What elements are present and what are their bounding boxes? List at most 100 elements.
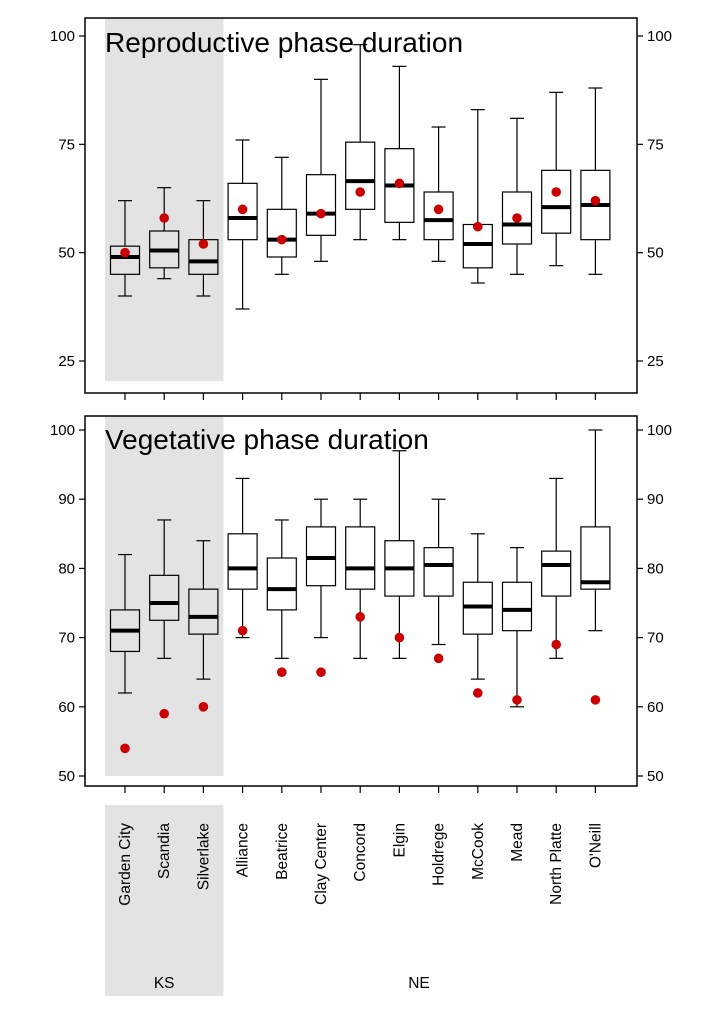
observed-point (355, 187, 366, 197)
box-iqr (580, 526, 611, 590)
observed-point (159, 708, 169, 719)
box-elgin (384, 450, 415, 659)
observed-point (159, 213, 169, 223)
observed-point (120, 247, 130, 258)
shade-layer (105, 18, 224, 996)
observed-point (551, 187, 561, 197)
box-north-platte (541, 91, 572, 267)
box-garden-city (109, 200, 141, 297)
box-iqr (541, 169, 572, 234)
plot-frame (84, 17, 638, 394)
observed-point (198, 702, 209, 712)
state-label-ne: NE (408, 975, 430, 992)
observed-point (551, 639, 561, 650)
observed-point (590, 695, 601, 705)
observed-point (512, 695, 522, 705)
box-garden-city (109, 553, 141, 754)
observed-point (316, 208, 326, 219)
y-tick-label-right: 75 (647, 136, 664, 153)
box-iqr (541, 550, 572, 597)
box-iqr (501, 581, 533, 632)
site-labels: Garden City Scandia Silverlake Alliance Beat… (117, 823, 604, 906)
y-tick-label-right: 70 (647, 630, 664, 647)
site-label-mead: Mead (509, 823, 526, 862)
site-label-o-neill: O'Neill (587, 823, 604, 868)
box-iqr (188, 588, 219, 635)
observed-point (473, 688, 483, 698)
box-concord (345, 44, 376, 241)
box-silverlake (188, 540, 219, 712)
site-label-garden-city: Garden City (117, 823, 134, 906)
box-scandia (149, 187, 180, 280)
box-mccook (462, 533, 493, 698)
y-tick-label-right: 25 (647, 353, 664, 370)
y-tick-label-right: 50 (647, 245, 664, 262)
observed-point (473, 221, 483, 232)
shaded-region-ks-labels (105, 805, 224, 996)
y-tick-label-left: 80 (58, 560, 75, 577)
y-tick-label-right: 100 (647, 28, 672, 45)
panel-title: Reproductive phase duration (105, 27, 463, 58)
observed-point (433, 653, 444, 664)
y-tick-label-left: 50 (58, 245, 75, 262)
site-label-alliance: Alliance (235, 823, 252, 877)
box-o-neill (580, 87, 611, 275)
observed-point (355, 612, 366, 622)
box-mead (501, 117, 533, 275)
box-alliance (227, 139, 258, 310)
box-holdrege (423, 498, 454, 664)
y-tick-label-left: 100 (50, 28, 75, 45)
observed-point (316, 667, 326, 677)
box-clay-center (305, 498, 337, 677)
panel-title: Vegetative phase duration (105, 424, 429, 455)
state-labels: KS NE (154, 975, 430, 992)
box-iqr (266, 557, 297, 611)
box-iqr (109, 245, 141, 275)
observed-point (394, 632, 405, 643)
y-tick-label-left: 90 (58, 491, 75, 508)
box-iqr (423, 191, 454, 241)
y-tick-label-left: 60 (58, 699, 75, 716)
observed-point (120, 743, 130, 754)
box-clay-center (305, 78, 337, 262)
box-iqr (501, 191, 533, 245)
observed-point (277, 667, 287, 677)
observed-point (433, 204, 444, 215)
site-label-clay-center: Clay Center (313, 823, 330, 905)
box-iqr (423, 547, 454, 597)
box-iqr (227, 533, 258, 590)
site-label-elgin: Elgin (391, 823, 408, 857)
y-tick-label-left: 75 (58, 136, 75, 153)
shaded-region-ks-panel-1 (105, 416, 224, 776)
box-beatrice (266, 156, 297, 275)
observed-point (198, 239, 209, 249)
box-mead (501, 547, 533, 708)
vegetative-panel: Vegetative phase duration 50 50 60 60 70 70 80 8… (50, 415, 672, 793)
box-iqr (227, 182, 258, 241)
box-concord (345, 498, 376, 659)
box-holdrege (423, 126, 454, 262)
site-label-silverlake: Silverlake (195, 823, 212, 890)
y-tick-label-right: 100 (647, 422, 672, 439)
site-label-holdrege: Holdrege (431, 823, 448, 886)
observed-point (237, 204, 248, 215)
box-iqr (266, 208, 297, 258)
y-tick-label-left: 25 (58, 353, 75, 370)
y-tick-label-right: 90 (647, 491, 664, 508)
site-label-beatrice: Beatrice (274, 823, 291, 880)
box-iqr (149, 574, 180, 621)
site-label-north-platte: North Platte (548, 823, 565, 905)
site-label-scandia: Scandia (156, 823, 173, 879)
box-beatrice (266, 519, 297, 677)
y-tick-label-left: 70 (58, 630, 75, 647)
box-north-platte (541, 477, 572, 659)
observed-point (512, 213, 522, 223)
box-iqr (345, 526, 376, 590)
box-mccook (462, 109, 493, 284)
site-label-mccook: McCook (470, 823, 487, 880)
box-elgin (384, 65, 415, 241)
observed-point (237, 625, 248, 636)
y-tick-label-left: 50 (58, 768, 75, 785)
state-label-ks: KS (154, 975, 175, 992)
